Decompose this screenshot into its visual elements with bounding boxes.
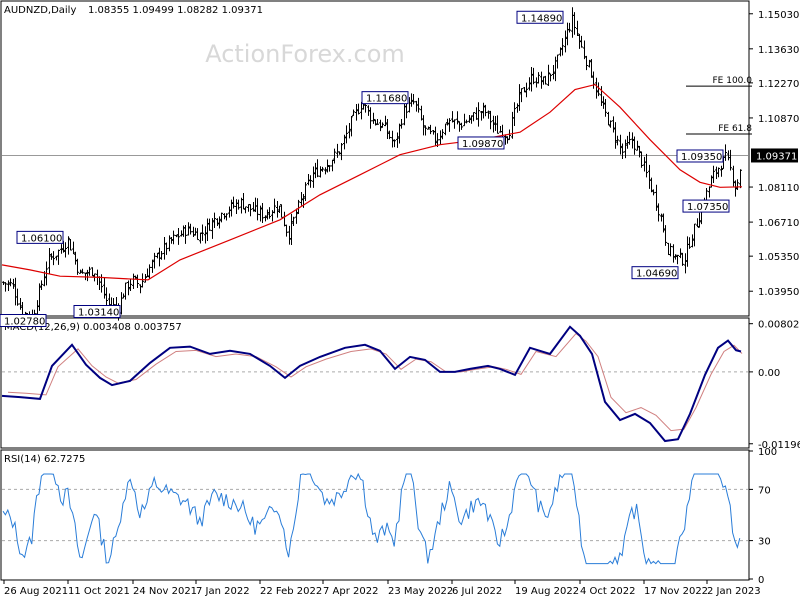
price-panel-frame: [0, 0, 750, 317]
price-annotation-box: [16, 230, 64, 244]
price-annotation-box: [361, 91, 409, 105]
macd-y-axis: 0.008021 0.00 -0.011962: [749, 320, 800, 451]
price-y-tick-label: 1.13630: [758, 45, 799, 56]
symbol-label: AUDNZD,Daily: [4, 5, 76, 16]
x-tick-label: 17 Nov 2022: [644, 586, 708, 597]
rsi-y-tick-label: 0: [758, 575, 764, 586]
rsi-y-axis: 100 70 30 0: [749, 447, 777, 586]
moving-average-layer: [1, 83, 743, 281]
price-y-axis: 1.15030 1.13630 1.12270 1.10870 1.08110 1.067…: [749, 10, 799, 298]
fib-label: FE 100.0: [713, 76, 753, 86]
guide-lines: FE 100.0 FE 61.8: [2, 76, 753, 156]
x-tick-label: 11 Oct 2021: [68, 586, 130, 597]
x-tick-label: 4 Oct 2022: [580, 586, 635, 597]
last-price-badge: [751, 148, 798, 163]
macd-y-tick-label: 0.008021: [758, 320, 800, 331]
price-annotation-box: [516, 10, 564, 24]
x-tick-label: 19 Aug 2022: [515, 586, 579, 597]
price-annotation-label: 1.06100: [21, 233, 62, 244]
macd-panel-frame: [0, 317, 750, 449]
price-y-tick-label: 1.08110: [758, 183, 799, 194]
price-annotation-label: 1.09350: [681, 152, 722, 163]
price-y-tick-label: 1.03950: [758, 287, 799, 298]
price-annotation-label: 1.11680: [366, 94, 407, 105]
price-y-tick-label: 1.15030: [758, 10, 799, 21]
last-price-label: 1.09371: [756, 151, 797, 162]
price-y-tick-label: 1.06710: [758, 218, 799, 229]
price-annotation-box: [0, 314, 47, 328]
price-annotation-label: 1.14890: [521, 13, 562, 24]
x-tick-label: 7 Jan 2022: [196, 586, 250, 597]
rsi-title: RSI(14) 62.7275: [4, 454, 85, 465]
macd-y-tick-label: 0.00: [758, 368, 780, 379]
rsi-panel-frame: [0, 449, 750, 581]
x-tick-label: 26 Aug 2021: [4, 586, 68, 597]
rsi-y-tick-label: 70: [758, 485, 771, 496]
price-annotation-label: 1.07350: [687, 202, 728, 213]
x-tick-label: 23 May 2022: [388, 586, 453, 597]
x-tick-label: 2 Jan 2023: [707, 586, 761, 597]
price-annotation-label: 1.03140: [78, 307, 119, 318]
price-y-tick-label: 1.10870: [758, 114, 799, 125]
x-tick-label: 6 Jul 2022: [452, 586, 502, 597]
watermark: ActionForex.com: [205, 40, 405, 68]
price-annotation-box: [73, 304, 121, 318]
price-annotation-label: 1.04690: [636, 269, 677, 280]
price-annotation-box: [631, 266, 679, 280]
price-annotation-label: 1.09870: [462, 139, 503, 150]
price-annotation-box: [676, 149, 724, 163]
rsi-y-tick-label: 100: [758, 447, 777, 458]
moving-average-line: [1, 83, 743, 281]
x-tick-label: 24 Nov 2021: [133, 586, 197, 597]
macd-layer: [1, 325, 748, 443]
rsi-line: [2, 472, 741, 566]
price-annotation-label: 1.02780: [4, 317, 45, 328]
price-annotation-box: [457, 136, 505, 150]
x-tick-label: 22 Feb 2022: [260, 586, 322, 597]
macd-title: MACD(12,26,9) 0.003408 0.003757: [4, 322, 182, 333]
ohlc-label: 1.08355 1.09499 1.08282 1.09371: [88, 5, 263, 16]
fib-label: FE 61.8: [718, 124, 752, 134]
macd-y-tick-label: -0.011962: [758, 440, 800, 451]
price-annotation-box: [682, 199, 730, 213]
rsi-layer: [2, 472, 748, 566]
price-y-tick-label: 1.05350: [758, 252, 799, 263]
x-tick-label: 7 Apr 2022: [323, 586, 378, 597]
price-annotations: 1.14890 1.11680 1.09870 1.09350 1.07350 1.061…: [0, 10, 730, 328]
rsi-y-tick-label: 30: [758, 537, 771, 548]
price-y-tick-label: 1.12270: [758, 79, 799, 90]
macd-main-line: [1, 325, 742, 443]
